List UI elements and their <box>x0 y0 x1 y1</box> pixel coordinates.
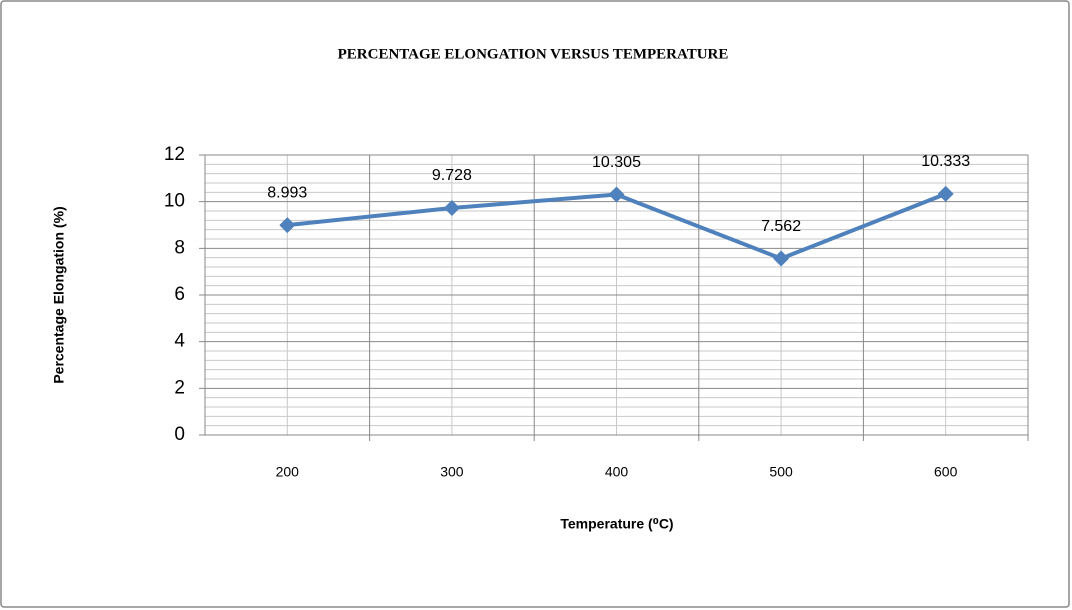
data-label: 9.728 <box>432 167 472 184</box>
x-tick-label: 400 <box>605 464 629 480</box>
y-axis-label: Percentage Elongation (%) <box>51 206 67 383</box>
y-tick-label: 6 <box>174 284 185 305</box>
x-tick-label: 200 <box>276 464 300 480</box>
data-label: 10.305 <box>592 154 641 171</box>
point-marker <box>937 185 954 202</box>
data-label: 7.562 <box>761 218 801 235</box>
x-tick-label: 500 <box>769 464 793 480</box>
y-tick-label: 2 <box>174 377 185 398</box>
point-marker <box>773 250 790 267</box>
point-marker <box>608 186 625 203</box>
x-axis-label: Temperature (⁰C) <box>560 516 673 532</box>
data-label: 8.993 <box>267 184 307 201</box>
y-tick-label: 10 <box>164 191 185 212</box>
point-marker <box>443 200 460 217</box>
y-tick-label: 4 <box>174 331 185 352</box>
x-tick-label: 600 <box>934 464 958 480</box>
chart-title: PERCENTAGE ELONGATION VERSUS TEMPERATURE <box>338 46 729 62</box>
y-tick-label: 8 <box>174 237 185 258</box>
point-marker <box>279 217 296 234</box>
y-tick-label: 0 <box>174 424 185 445</box>
x-tick-label: 300 <box>440 464 464 480</box>
data-label: 10.333 <box>921 153 970 170</box>
y-tick-label: 12 <box>164 144 185 165</box>
